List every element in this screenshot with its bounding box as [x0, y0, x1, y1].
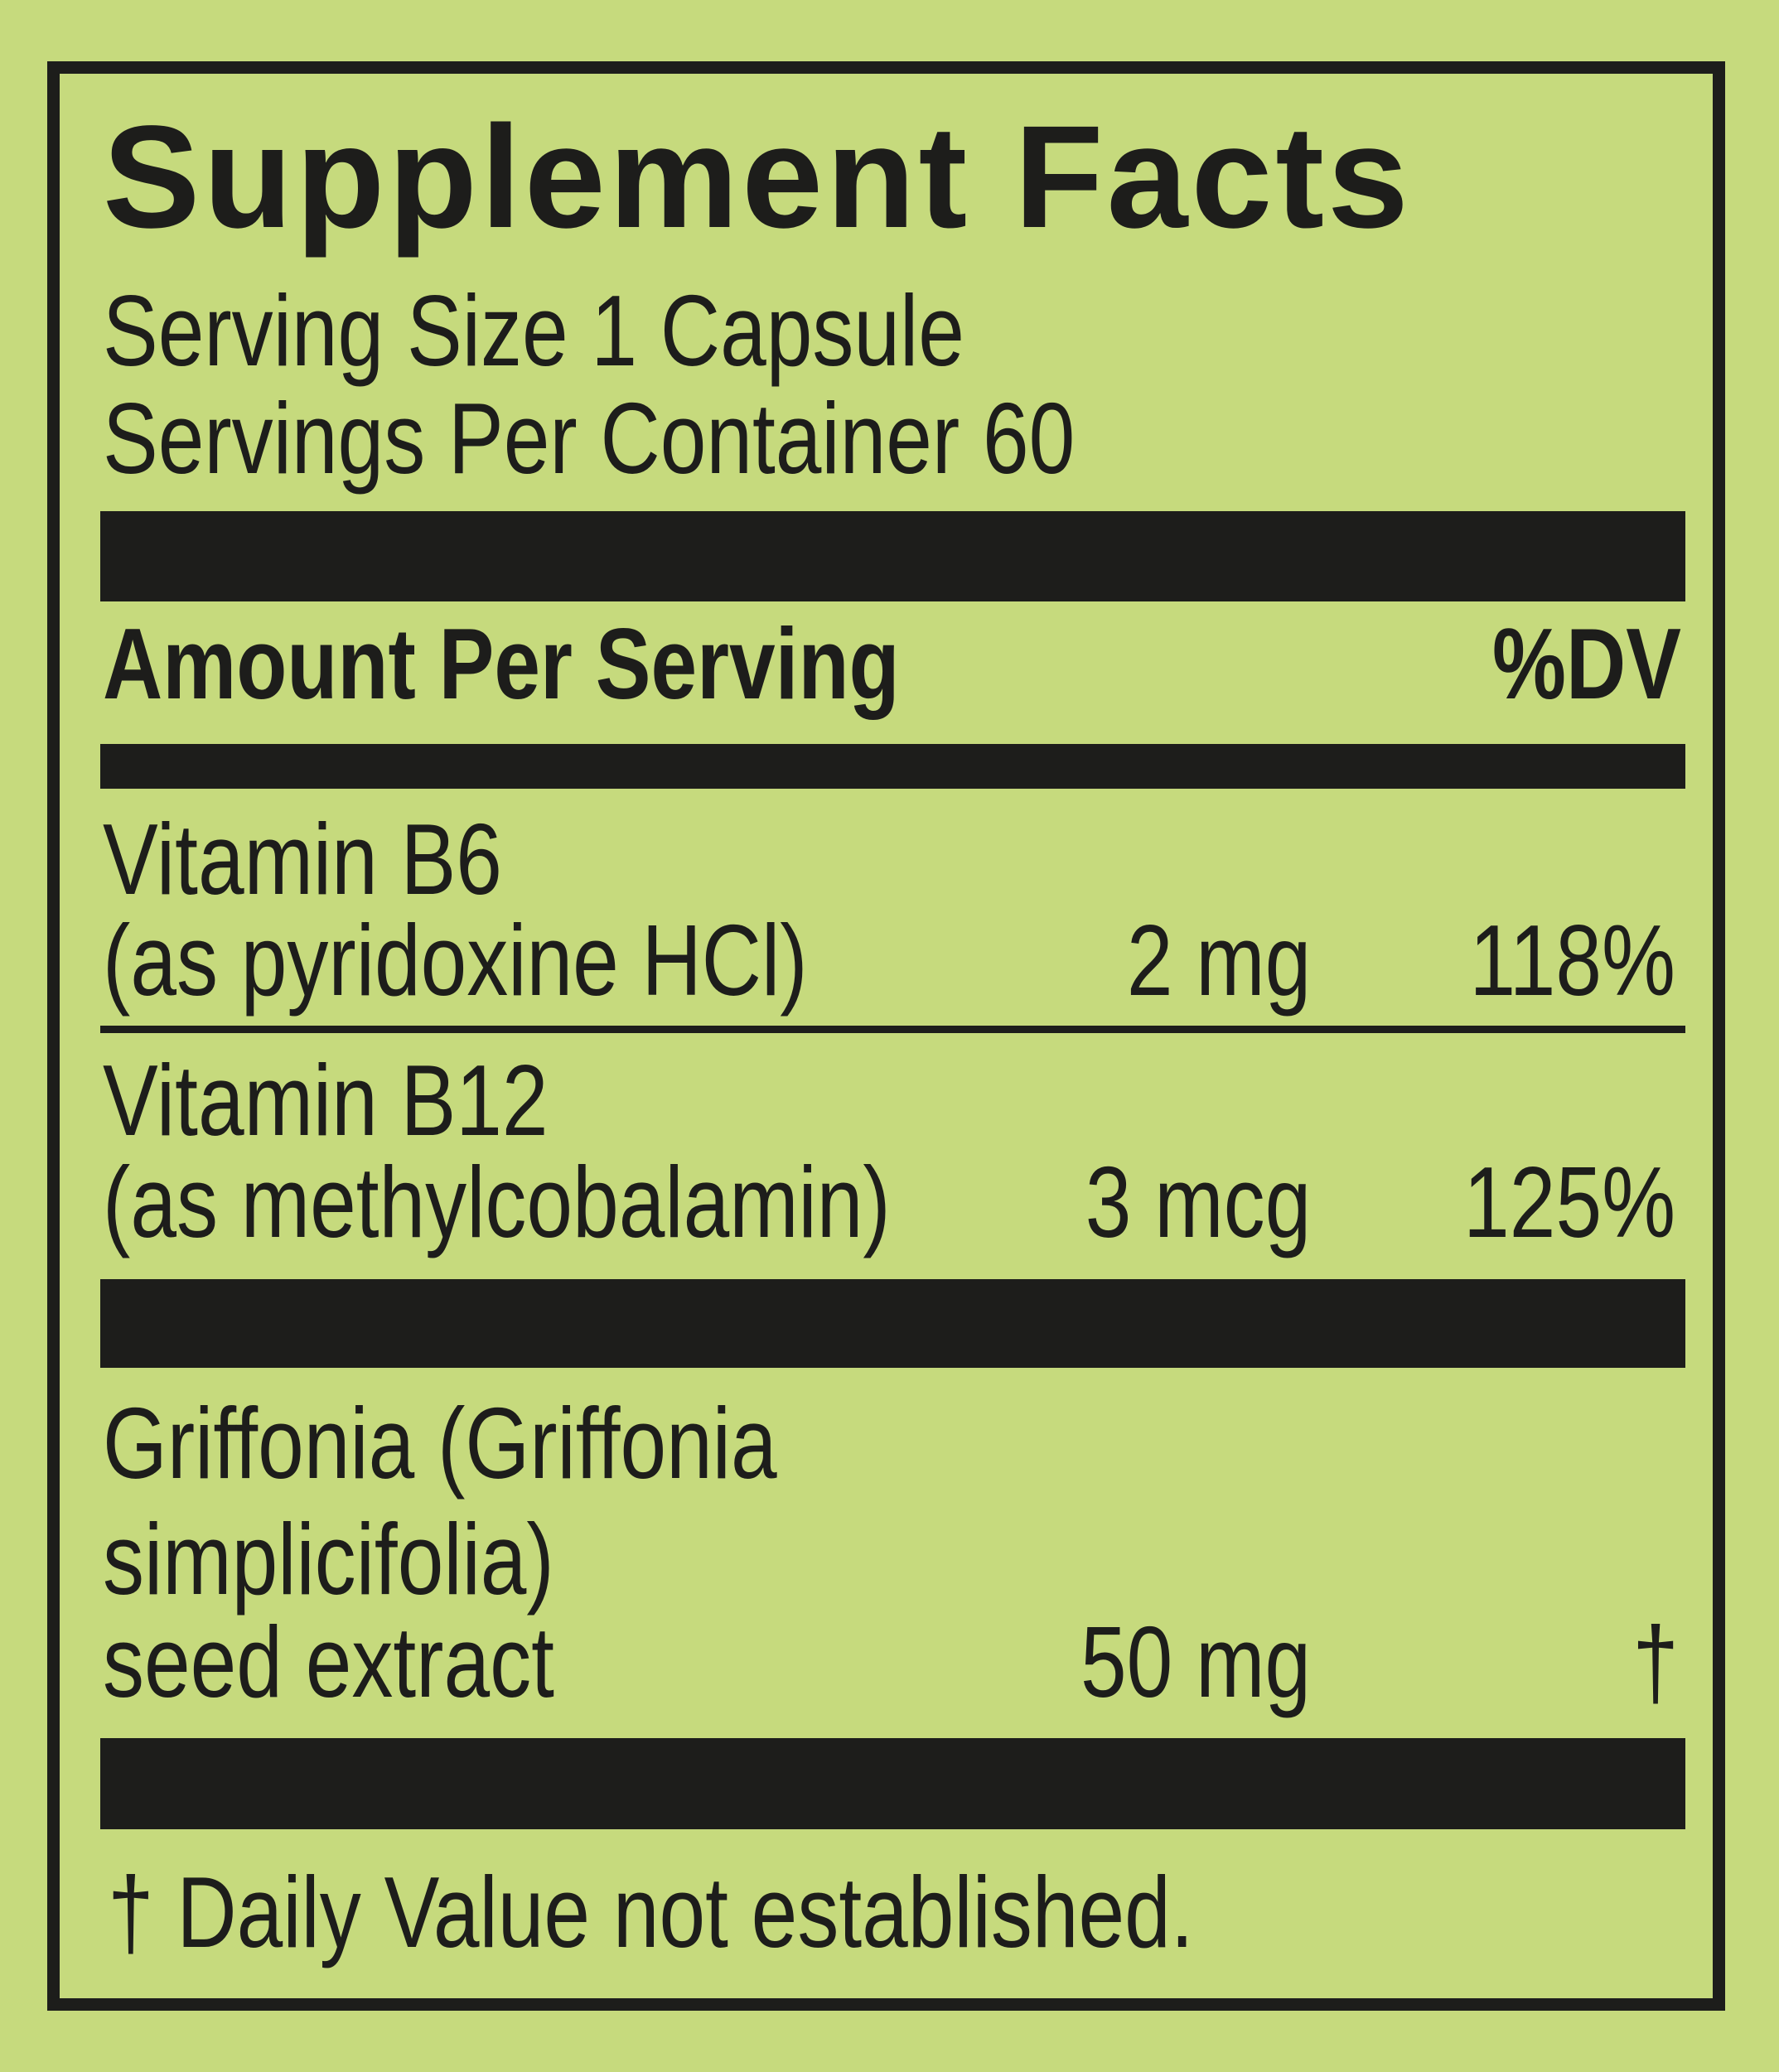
medium-divider — [100, 744, 1685, 789]
nutrient-form: (as pyridoxine HCl) — [103, 904, 808, 1017]
servings-per-container: Servings Per Container 60 — [103, 382, 1076, 495]
ingredient-dv-dagger: † — [1632, 1606, 1679, 1718]
nutrient-amount: 3 mcg — [1085, 1146, 1311, 1258]
supplement-facts-panel — [47, 61, 1725, 2011]
ingredient-name: Griffonia (Griffonia — [103, 1387, 777, 1500]
nutrient-name: Vitamin B6 — [103, 803, 502, 915]
thin-divider — [100, 1026, 1685, 1033]
thick-divider — [100, 511, 1685, 601]
panel-title: Supplement Facts — [103, 96, 1412, 258]
dv-header: %DV — [1492, 607, 1681, 720]
ingredient-name-cont: seed extract — [103, 1606, 554, 1718]
ingredient-name-cont: simplicifolia) — [103, 1503, 554, 1616]
thick-divider — [100, 1279, 1685, 1368]
amount-per-serving-header: Amount Per Serving — [103, 607, 900, 720]
footnote: † Daily Value not established. — [108, 1856, 1194, 1968]
nutrient-form: (as methylcobalamin) — [103, 1146, 891, 1258]
nutrient-dv: 118% — [1469, 904, 1675, 1017]
nutrient-dv: 125% — [1463, 1146, 1675, 1258]
nutrient-amount: 2 mg — [1126, 904, 1311, 1017]
nutrient-name: Vitamin B12 — [103, 1044, 549, 1157]
thick-divider — [100, 1738, 1685, 1829]
serving-size: Serving Size 1 Capsule — [103, 274, 964, 387]
ingredient-amount: 50 mg — [1080, 1606, 1311, 1718]
